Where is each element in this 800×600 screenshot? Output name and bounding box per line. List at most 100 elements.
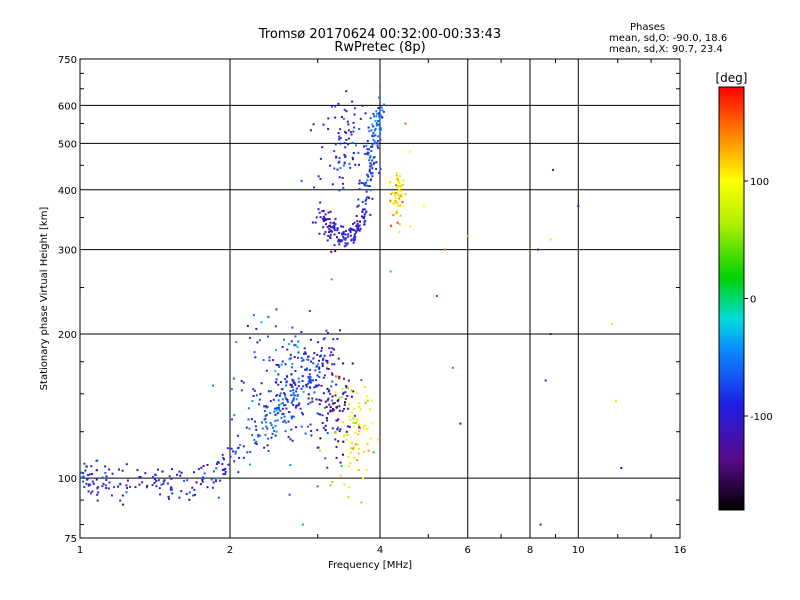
- echo-point: [323, 218, 326, 220]
- echo-point: [329, 235, 332, 238]
- echo-point: [163, 479, 166, 482]
- echo-point: [544, 379, 547, 382]
- phase-stats-x: mean, sd,X: 90.7, 23.4: [609, 44, 723, 55]
- echo-point: [87, 474, 89, 477]
- echo-point: [379, 132, 382, 135]
- echo-point: [290, 428, 293, 431]
- echo-point: [201, 479, 204, 481]
- echo-point: [358, 427, 361, 430]
- echo-point: [369, 117, 372, 120]
- echo-point: [155, 485, 158, 488]
- echo-point: [346, 242, 349, 245]
- echo-point: [121, 469, 124, 472]
- echo-point: [254, 356, 257, 359]
- echo-point: [226, 447, 229, 450]
- echo-point: [157, 479, 160, 482]
- echo-point: [368, 159, 371, 162]
- echo-point: [233, 414, 236, 417]
- echo-point: [392, 214, 395, 217]
- echo-point: [340, 116, 343, 118]
- echo-point: [324, 374, 326, 377]
- echo-point: [308, 379, 311, 382]
- echo-point: [129, 485, 131, 488]
- echo-point: [352, 241, 355, 244]
- echo-point: [335, 156, 338, 159]
- echo-point: [316, 384, 319, 387]
- echo-point: [363, 153, 366, 155]
- echo-point: [309, 401, 312, 404]
- echo-point: [329, 484, 332, 487]
- echo-point: [329, 237, 332, 239]
- echo-point: [203, 472, 206, 475]
- echo-point: [306, 382, 309, 385]
- echo-point: [338, 405, 341, 408]
- echo-point: [96, 459, 99, 462]
- echo-point: [280, 416, 283, 419]
- echo-point: [326, 360, 329, 363]
- echo-point: [284, 430, 287, 433]
- echo-point: [308, 373, 311, 376]
- echo-point: [144, 472, 147, 475]
- echo-point: [347, 379, 350, 382]
- echo-point: [359, 117, 362, 120]
- echo-point: [162, 482, 165, 485]
- echo-point: [358, 229, 361, 232]
- echo-point: [108, 468, 111, 471]
- echo-point: [344, 131, 347, 133]
- echo-point: [409, 225, 412, 228]
- echo-point: [288, 493, 291, 496]
- echo-point: [90, 492, 92, 495]
- echo-point: [96, 486, 99, 489]
- echo-point: [202, 465, 205, 467]
- echo-point: [343, 153, 346, 156]
- echo-point: [224, 467, 227, 470]
- echo-point: [348, 403, 350, 406]
- echo-point: [372, 112, 375, 115]
- echo-point: [215, 463, 218, 465]
- echo-point: [319, 201, 322, 204]
- echo-point: [272, 426, 274, 429]
- echo-point: [297, 385, 300, 388]
- echo-point: [322, 123, 325, 126]
- echo-point: [255, 440, 258, 443]
- echo-point: [317, 446, 320, 449]
- echo-point: [375, 161, 378, 164]
- echo-point: [334, 432, 337, 435]
- echo-point: [155, 480, 158, 483]
- echo-point: [285, 384, 288, 387]
- echo-point: [342, 232, 345, 235]
- echo-point: [282, 412, 285, 415]
- echo-point: [353, 239, 356, 242]
- echo-point: [312, 379, 315, 382]
- echo-point: [339, 239, 342, 242]
- phase-stats-heading: Phases: [630, 22, 666, 33]
- phase-stats-o: mean, sd,O: -90.0, 18.6: [609, 33, 728, 44]
- echo-point: [289, 383, 292, 386]
- echo-point: [358, 402, 360, 405]
- echo-point: [346, 395, 349, 397]
- echo-point: [293, 356, 296, 358]
- echo-point: [260, 421, 263, 424]
- echo-point: [292, 389, 295, 392]
- echo-point: [401, 201, 404, 204]
- echo-point: [342, 164, 345, 167]
- echo-point: [310, 360, 312, 363]
- echo-point: [276, 419, 279, 422]
- echo-point: [331, 372, 333, 375]
- echo-point: [295, 390, 298, 393]
- echo-point: [336, 337, 339, 340]
- echo-point: [363, 386, 366, 389]
- echo-point: [307, 397, 310, 400]
- echo-point: [400, 193, 403, 196]
- echo-point: [338, 176, 341, 179]
- echo-point: [363, 213, 366, 216]
- echo-point: [326, 387, 329, 390]
- echo-point: [267, 437, 270, 440]
- echo-point: [365, 181, 368, 184]
- echo-point: [242, 445, 245, 448]
- echo-point: [335, 456, 338, 459]
- echo-point: [335, 374, 338, 377]
- echo-point: [380, 106, 383, 109]
- echo-point: [333, 227, 336, 230]
- echo-point: [253, 438, 256, 441]
